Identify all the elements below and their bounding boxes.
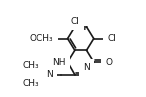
- Text: O: O: [106, 58, 113, 67]
- Text: NH: NH: [52, 58, 66, 67]
- Text: N: N: [46, 70, 53, 79]
- Text: Cl: Cl: [70, 17, 79, 26]
- Text: Cl: Cl: [108, 34, 117, 43]
- Text: N: N: [83, 63, 90, 72]
- Text: CH₃: CH₃: [22, 61, 39, 70]
- Text: OCH₃: OCH₃: [30, 34, 54, 43]
- Text: CH₃: CH₃: [22, 79, 39, 88]
